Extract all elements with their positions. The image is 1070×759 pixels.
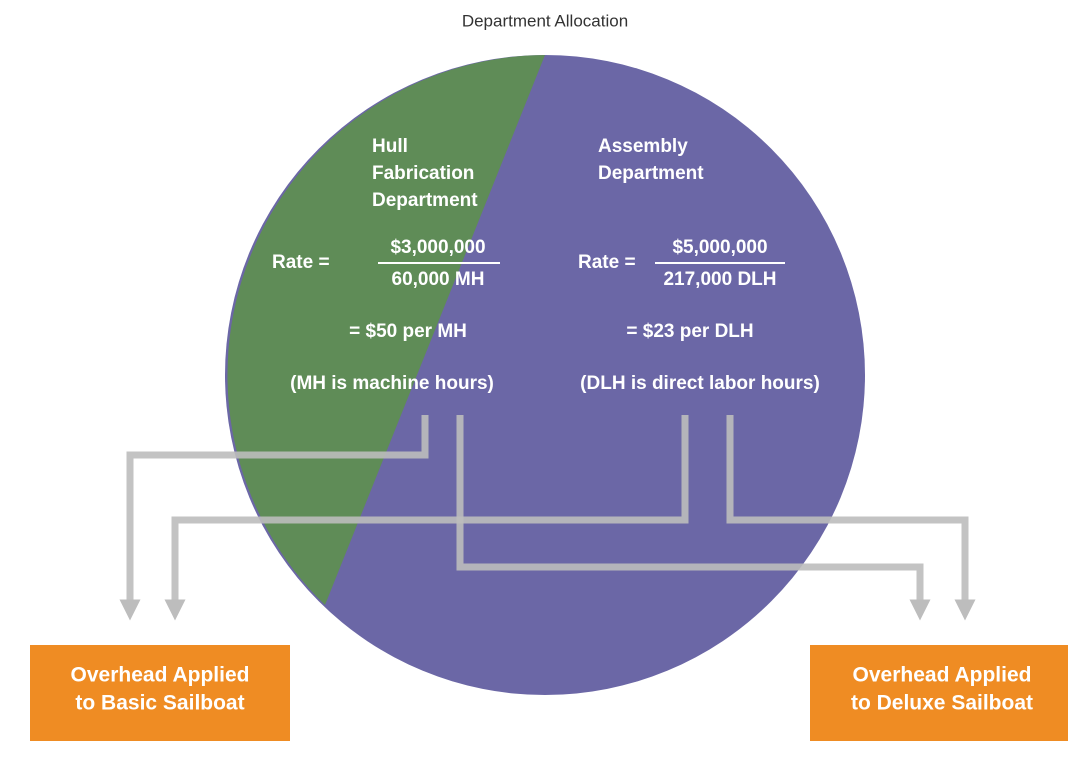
rate-label: Rate = — [272, 252, 330, 273]
deluxe-box — [806, 641, 1070, 745]
dept-name: Fabrication — [372, 163, 474, 184]
arrow — [726, 415, 976, 621]
result: = $50 per MH — [349, 321, 467, 342]
numerator: $5,000,000 — [672, 237, 767, 258]
arrows — [119, 415, 976, 621]
dept-name: Department — [372, 190, 478, 211]
numerator: $3,000,000 — [390, 237, 485, 258]
box-text: to Deluxe Sailboat — [851, 692, 1033, 715]
note: (MH is machine hours) — [290, 373, 494, 394]
arrow — [164, 415, 689, 621]
arrow — [119, 415, 429, 621]
denominator: 60,000 MH — [392, 269, 485, 290]
denominator: 217,000 DLH — [663, 269, 776, 290]
box-text: Overhead Applied — [853, 664, 1032, 687]
basic-box — [26, 641, 294, 745]
rate-label: Rate = — [578, 252, 636, 273]
result: = $23 per DLH — [626, 321, 753, 342]
dept-name: Assembly — [598, 136, 688, 157]
dept-name: Hull — [372, 136, 408, 157]
hull-region — [227, 55, 545, 605]
box-text: to Basic Sailboat — [75, 692, 244, 715]
title: Department Allocation — [462, 11, 628, 30]
dept-name: Department — [598, 163, 704, 184]
note: (DLH is direct labor hours) — [580, 373, 820, 394]
box-text: Overhead Applied — [71, 664, 250, 687]
arrow — [456, 415, 931, 621]
